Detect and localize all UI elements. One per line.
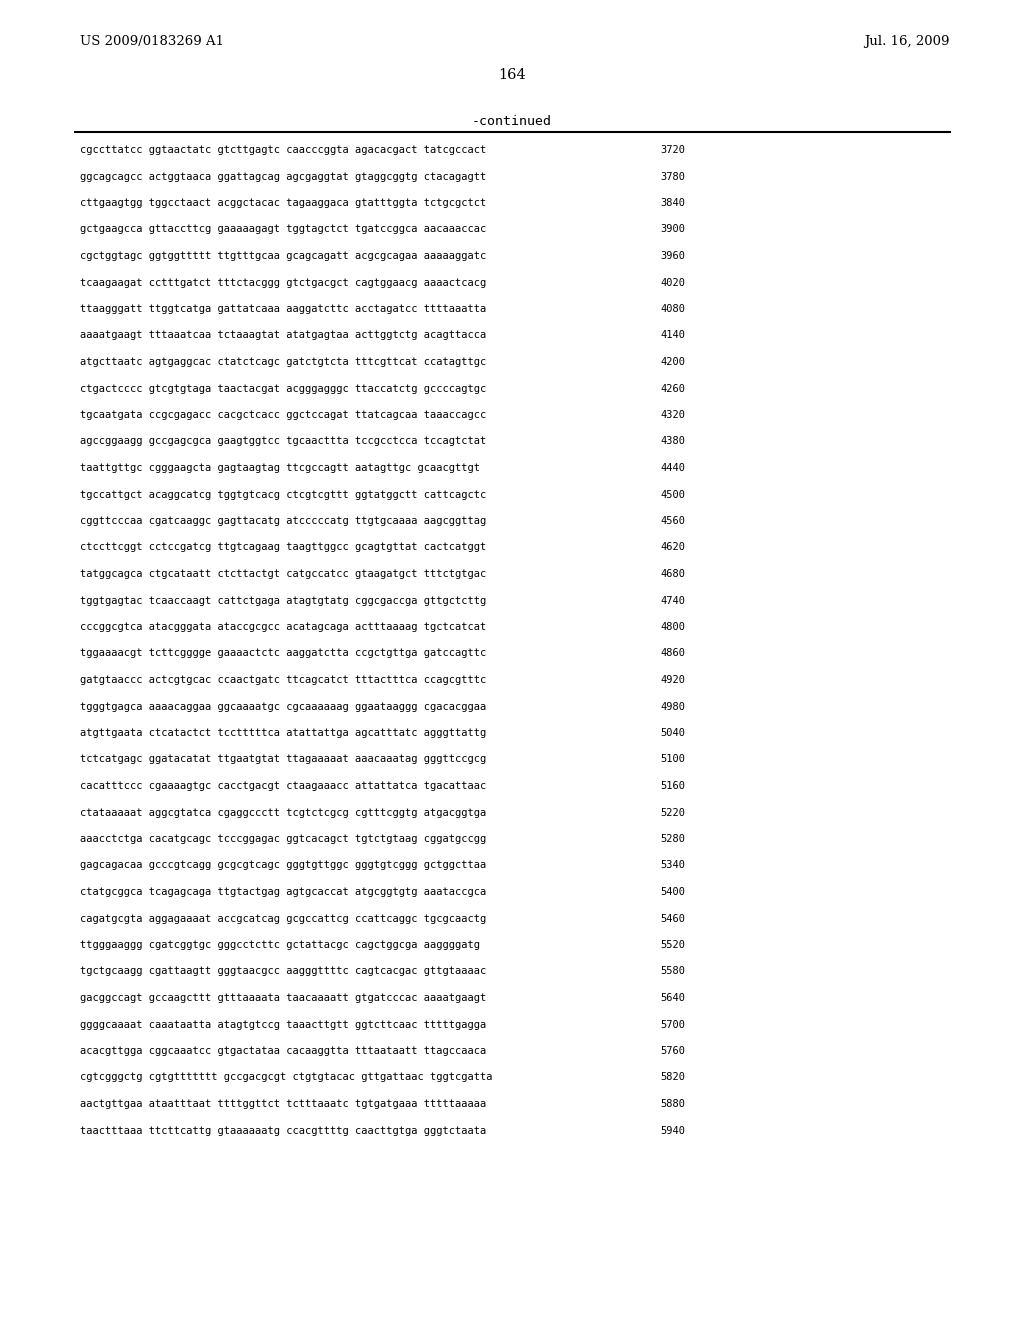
Text: cgtcgggctg cgtgttttttt gccgacgcgt ctgtgtacac gttgattaac tggtcgatta: cgtcgggctg cgtgttttttt gccgacgcgt ctgtgt…: [80, 1072, 493, 1082]
Text: gagcagacaa gcccgtcagg gcgcgtcagc gggtgttggc gggtgtcggg gctggcttaa: gagcagacaa gcccgtcagg gcgcgtcagc gggtgtt…: [80, 861, 486, 870]
Text: 4800: 4800: [660, 622, 685, 632]
Text: tggaaaacgt tcttcgggge gaaaactctc aaggatctta ccgctgttga gatccagttc: tggaaaacgt tcttcgggge gaaaactctc aaggatc…: [80, 648, 486, 659]
Text: ggcagcagcc actggtaaca ggattagcag agcgaggtat gtaggcggtg ctacagagtt: ggcagcagcc actggtaaca ggattagcag agcgagg…: [80, 172, 486, 181]
Text: aactgttgaa ataatttaat ttttggttct tctttaaatc tgtgatgaaa tttttaaaaa: aactgttgaa ataatttaat ttttggttct tctttaa…: [80, 1100, 486, 1109]
Text: US 2009/0183269 A1: US 2009/0183269 A1: [80, 36, 224, 48]
Text: aaaatgaagt tttaaatcaa tctaaagtat atatgagtaa acttggtctg acagttacca: aaaatgaagt tttaaatcaa tctaaagtat atatgag…: [80, 330, 486, 341]
Text: ctgactcccc gtcgtgtaga taactacgat acgggagggc ttaccatctg gccccagtgc: ctgactcccc gtcgtgtaga taactacgat acgggag…: [80, 384, 486, 393]
Text: 4560: 4560: [660, 516, 685, 525]
Text: -continued: -continued: [472, 115, 552, 128]
Text: 5160: 5160: [660, 781, 685, 791]
Text: 5340: 5340: [660, 861, 685, 870]
Text: ctatgcggca tcagagcaga ttgtactgag agtgcaccat atgcggtgtg aaataccgca: ctatgcggca tcagagcaga ttgtactgag agtgcac…: [80, 887, 486, 898]
Text: cacatttccc cgaaaagtgc cacctgacgt ctaagaaacc attattatca tgacattaac: cacatttccc cgaaaagtgc cacctgacgt ctaagaa…: [80, 781, 486, 791]
Text: 4080: 4080: [660, 304, 685, 314]
Text: 4860: 4860: [660, 648, 685, 659]
Text: 5760: 5760: [660, 1045, 685, 1056]
Text: gatgtaaccc actcgtgcac ccaactgatc ttcagcatct tttactttca ccagcgtttc: gatgtaaccc actcgtgcac ccaactgatc ttcagca…: [80, 675, 486, 685]
Text: 5820: 5820: [660, 1072, 685, 1082]
Text: 5220: 5220: [660, 808, 685, 817]
Text: 5040: 5040: [660, 729, 685, 738]
Text: 4500: 4500: [660, 490, 685, 499]
Text: cggttcccaa cgatcaaggc gagttacatg atcccccatg ttgtgcaaaa aagcggttag: cggttcccaa cgatcaaggc gagttacatg atccccc…: [80, 516, 486, 525]
Text: 3960: 3960: [660, 251, 685, 261]
Text: ttaagggatt ttggtcatga gattatcaaa aaggatcttc acctagatcc ttttaaatta: ttaagggatt ttggtcatga gattatcaaa aaggatc…: [80, 304, 486, 314]
Text: 4920: 4920: [660, 675, 685, 685]
Text: tcaagaagat cctttgatct tttctacggg gtctgacgct cagtggaacg aaaactcacg: tcaagaagat cctttgatct tttctacggg gtctgac…: [80, 277, 486, 288]
Text: agccggaagg gccgagcgca gaagtggtcc tgcaacttta tccgcctcca tccagtctat: agccggaagg gccgagcgca gaagtggtcc tgcaact…: [80, 437, 486, 446]
Text: taattgttgc cgggaagcta gagtaagtag ttcgccagtt aatagttgc gcaacgttgt: taattgttgc cgggaagcta gagtaagtag ttcgcca…: [80, 463, 480, 473]
Text: Jul. 16, 2009: Jul. 16, 2009: [864, 36, 950, 48]
Text: 5700: 5700: [660, 1019, 685, 1030]
Text: 3840: 3840: [660, 198, 685, 209]
Text: gctgaagcca gttaccttcg gaaaaagagt tggtagctct tgatccggca aacaaaccac: gctgaagcca gttaccttcg gaaaaagagt tggtagc…: [80, 224, 486, 235]
Text: 5580: 5580: [660, 966, 685, 977]
Text: tctcatgagc ggatacatat ttgaatgtat ttagaaaaat aaacaaatag gggttccgcg: tctcatgagc ggatacatat ttgaatgtat ttagaaa…: [80, 755, 486, 764]
Text: ttgggaaggg cgatcggtgc gggcctcttc gctattacgc cagctggcga aaggggatg: ttgggaaggg cgatcggtgc gggcctcttc gctatta…: [80, 940, 480, 950]
Text: cgctggtagc ggtggttttt ttgtttgcaa gcagcagatt acgcgcagaa aaaaaggatc: cgctggtagc ggtggttttt ttgtttgcaa gcagcag…: [80, 251, 486, 261]
Text: 3780: 3780: [660, 172, 685, 181]
Text: atgttgaata ctcatactct tcctttttca atattattga agcatttatc agggttattg: atgttgaata ctcatactct tcctttttca atattat…: [80, 729, 486, 738]
Text: 4740: 4740: [660, 595, 685, 606]
Text: 3900: 3900: [660, 224, 685, 235]
Text: 5100: 5100: [660, 755, 685, 764]
Text: aaacctctga cacatgcagc tcccggagac ggtcacagct tgtctgtaag cggatgccgg: aaacctctga cacatgcagc tcccggagac ggtcaca…: [80, 834, 486, 843]
Text: 4440: 4440: [660, 463, 685, 473]
Text: cccggcgtca atacgggata ataccgcgcc acatagcaga actttaaaag tgctcatcat: cccggcgtca atacgggata ataccgcgcc acatagc…: [80, 622, 486, 632]
Text: 5280: 5280: [660, 834, 685, 843]
Text: 5520: 5520: [660, 940, 685, 950]
Text: 3720: 3720: [660, 145, 685, 154]
Text: cttgaagtgg tggcctaact acggctacac tagaaggaca gtatttggta tctgcgctct: cttgaagtgg tggcctaact acggctacac tagaagg…: [80, 198, 486, 209]
Text: tgcaatgata ccgcgagacc cacgctcacc ggctccagat ttatcagcaa taaaccagcc: tgcaatgata ccgcgagacc cacgctcacc ggctcca…: [80, 411, 486, 420]
Text: ctccttcggt cctccgatcg ttgtcagaag taagttggcc gcagtgttat cactcatggt: ctccttcggt cctccgatcg ttgtcagaag taagttg…: [80, 543, 486, 553]
Text: 5460: 5460: [660, 913, 685, 924]
Text: 4020: 4020: [660, 277, 685, 288]
Text: 5940: 5940: [660, 1126, 685, 1135]
Text: 4140: 4140: [660, 330, 685, 341]
Text: 4200: 4200: [660, 356, 685, 367]
Text: 4260: 4260: [660, 384, 685, 393]
Text: gacggccagt gccaagcttt gtttaaaata taacaaaatt gtgatcccac aaaatgaagt: gacggccagt gccaagcttt gtttaaaata taacaaa…: [80, 993, 486, 1003]
Text: acacgttgga cggcaaatcc gtgactataa cacaaggtta tttaataatt ttagccaaca: acacgttgga cggcaaatcc gtgactataa cacaagg…: [80, 1045, 486, 1056]
Text: 4380: 4380: [660, 437, 685, 446]
Text: 4320: 4320: [660, 411, 685, 420]
Text: 4980: 4980: [660, 701, 685, 711]
Text: 5640: 5640: [660, 993, 685, 1003]
Text: 5880: 5880: [660, 1100, 685, 1109]
Text: ggggcaaaat caaataatta atagtgtccg taaacttgtt ggtcttcaac tttttgagga: ggggcaaaat caaataatta atagtgtccg taaactt…: [80, 1019, 486, 1030]
Text: cagatgcgta aggagaaaat accgcatcag gcgccattcg ccattcaggc tgcgcaactg: cagatgcgta aggagaaaat accgcatcag gcgccat…: [80, 913, 486, 924]
Text: 4680: 4680: [660, 569, 685, 579]
Text: tatggcagca ctgcataatt ctcttactgt catgccatcc gtaagatgct tttctgtgac: tatggcagca ctgcataatt ctcttactgt catgcca…: [80, 569, 486, 579]
Text: 5400: 5400: [660, 887, 685, 898]
Text: tggtgagtac tcaaccaagt cattctgaga atagtgtatg cggcgaccga gttgctcttg: tggtgagtac tcaaccaagt cattctgaga atagtgt…: [80, 595, 486, 606]
Text: tgccattgct acaggcatcg tggtgtcacg ctcgtcgttt ggtatggctt cattcagctc: tgccattgct acaggcatcg tggtgtcacg ctcgtcg…: [80, 490, 486, 499]
Text: ctataaaaat aggcgtatca cgaggccctt tcgtctcgcg cgtttcggtg atgacggtga: ctataaaaat aggcgtatca cgaggccctt tcgtctc…: [80, 808, 486, 817]
Text: taactttaaa ttcttcattg gtaaaaaatg ccacgttttg caacttgtga gggtctaata: taactttaaa ttcttcattg gtaaaaaatg ccacgtt…: [80, 1126, 486, 1135]
Text: tgctgcaagg cgattaagtt gggtaacgcc aagggttttc cagtcacgac gttgtaaaac: tgctgcaagg cgattaagtt gggtaacgcc aagggtt…: [80, 966, 486, 977]
Text: tgggtgagca aaaacaggaa ggcaaaatgc cgcaaaaaag ggaataaggg cgacacggaa: tgggtgagca aaaacaggaa ggcaaaatgc cgcaaaa…: [80, 701, 486, 711]
Text: atgcttaatc agtgaggcac ctatctcagc gatctgtcta tttcgttcat ccatagttgc: atgcttaatc agtgaggcac ctatctcagc gatctgt…: [80, 356, 486, 367]
Text: 4620: 4620: [660, 543, 685, 553]
Text: 164: 164: [498, 69, 526, 82]
Text: cgccttatcc ggtaactatc gtcttgagtc caacccggta agacacgact tatcgccact: cgccttatcc ggtaactatc gtcttgagtc caacccg…: [80, 145, 486, 154]
